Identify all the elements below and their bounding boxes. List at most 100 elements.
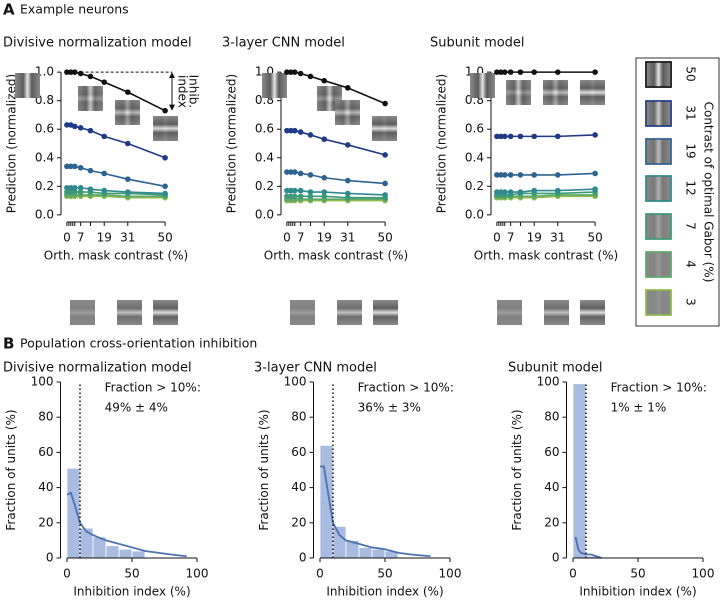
stimulus-thumbnail: [645, 251, 672, 278]
data-point: [344, 177, 351, 184]
data-point: [498, 69, 504, 75]
annotation: 36% ± 3%: [358, 401, 421, 415]
data-point: [297, 70, 304, 77]
data-point: [68, 69, 74, 75]
panel-label: A: [3, 1, 15, 19]
panel-label: B: [3, 335, 14, 353]
y-tick-label: 0.2: [255, 179, 274, 193]
data-point: [291, 69, 298, 75]
data-point: [498, 172, 504, 178]
data-point: [101, 133, 108, 140]
legend-label: 19: [684, 143, 698, 158]
data-point: [501, 133, 508, 140]
histogram-bar: [319, 444, 334, 559]
data-point: [101, 187, 108, 194]
y-tick-label: 0: [552, 551, 560, 565]
chart-title: 3-layer CNN model: [222, 36, 345, 51]
histogram-bar: [371, 548, 386, 559]
data-point: [87, 127, 94, 134]
data-point: [592, 69, 598, 75]
kde-line: [574, 536, 602, 559]
data-point: [494, 69, 500, 75]
x-axis-label: Orth. mask contrast (%): [474, 249, 618, 263]
data-point: [382, 192, 388, 198]
data-point: [344, 190, 351, 197]
data-point: [507, 133, 514, 140]
data-point: [382, 180, 388, 187]
legend-label: 3: [684, 298, 698, 306]
stimulus-thumbnail: [115, 100, 140, 125]
data-point: [507, 172, 514, 178]
stimulus-thumbnail: [645, 61, 672, 88]
data-point: [288, 169, 294, 175]
x-tick-label: 31: [120, 231, 135, 245]
data-point: [382, 100, 388, 107]
data-point: [307, 132, 314, 138]
data-point: [68, 184, 74, 191]
stimulus-thumbnail: [645, 175, 672, 202]
x-tick-label: 100: [439, 567, 462, 581]
stimulus-thumbnail: [70, 300, 95, 325]
y-tick-label: 100: [537, 375, 560, 389]
legend-label: 31: [684, 105, 698, 120]
data-point: [284, 169, 290, 175]
legend-label: 12: [684, 180, 698, 195]
data-point: [501, 69, 508, 75]
data-point: [64, 184, 70, 191]
data-point: [64, 163, 70, 170]
y-axis-label: Prediction (normalized): [225, 74, 239, 213]
x-axis-label: Inhibition index (%): [73, 585, 190, 599]
data-point: [101, 79, 108, 85]
stimulus-thumbnail: [646, 252, 671, 277]
data-point: [501, 189, 508, 195]
data-point: [531, 172, 538, 178]
x-tick-label: 100: [186, 567, 209, 581]
data-point: [307, 193, 314, 200]
x-tick-label: 50: [377, 231, 392, 245]
stimulus-thumbnail: [78, 86, 103, 111]
legend-label: 7: [684, 222, 698, 230]
data-point: [288, 69, 294, 75]
stimulus-thumbnail: [15, 73, 40, 98]
data-point: [297, 170, 304, 177]
x-tick-label: 100: [692, 567, 715, 581]
stimulus-thumbnail: [497, 300, 522, 325]
data-point: [321, 174, 328, 181]
data-point: [291, 193, 298, 200]
data-point: [71, 184, 78, 191]
x-tick-label: 31: [550, 231, 565, 245]
panel-title: Population cross-orientation inhibition: [20, 336, 257, 351]
data-point: [321, 189, 328, 195]
stimulus-thumbnail: [290, 300, 315, 325]
stimulus-thumbnail: [337, 300, 362, 325]
data-point: [284, 69, 290, 75]
chart-title: 3-layer CNN model: [254, 361, 377, 376]
legend-title: Contrast of optimal Gabor (%): [702, 102, 716, 283]
stimulus-thumbnail: [645, 100, 672, 127]
y-tick-label: 0.6: [255, 122, 274, 136]
y-tick-label: 80: [544, 410, 559, 424]
data-point: [531, 69, 538, 75]
stimulus-thumbnail: [506, 80, 531, 105]
data-point: [288, 193, 294, 200]
data-point: [498, 133, 504, 140]
y-tick-label: 80: [38, 410, 53, 424]
stimulus-thumbnail: [262, 73, 287, 98]
data-point: [517, 69, 524, 75]
data-point: [77, 70, 84, 77]
annotation: Inhib.: [187, 75, 201, 109]
y-tick-label: 0.6: [35, 122, 54, 136]
stimulus-thumbnail: [645, 289, 672, 316]
stimulus-thumbnail: [645, 138, 672, 165]
data-point: [494, 189, 500, 195]
x-tick-label: 0: [316, 567, 324, 581]
stimulus-thumbnail: [646, 290, 671, 315]
stimulus-thumbnail: [543, 80, 568, 105]
x-tick-label: 19: [97, 231, 112, 245]
data-point: [291, 169, 298, 175]
y-tick-label: 0.0: [35, 207, 54, 221]
data-point: [307, 172, 314, 178]
data-point: [321, 136, 328, 143]
data-point: [288, 187, 294, 194]
stimulus-thumbnail: [373, 300, 398, 325]
